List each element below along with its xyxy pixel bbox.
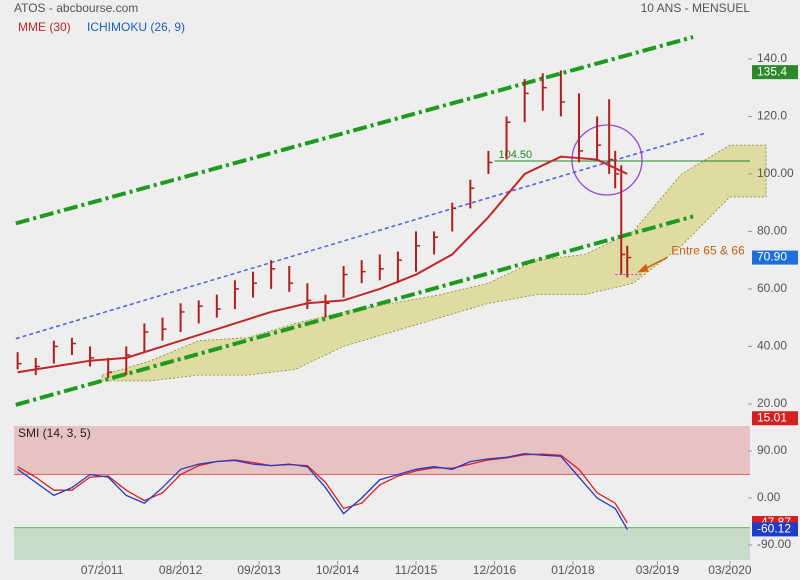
x-tick-label: 11/2015 bbox=[395, 563, 438, 577]
y-tick-label: 120.0 bbox=[757, 109, 787, 123]
x-tick-label: 08/2012 bbox=[159, 563, 203, 577]
chart-subtitle: 10 ANS - MENSUEL bbox=[641, 1, 751, 15]
trend-line bbox=[15, 132, 706, 340]
x-tick-label: 07/2011 bbox=[81, 563, 124, 577]
mme-line bbox=[17, 155, 628, 374]
y-tick-label: 140.0 bbox=[757, 51, 787, 65]
smi-line bbox=[17, 453, 628, 530]
price-marker bbox=[752, 411, 798, 426]
price-marker-label: 135.4 bbox=[757, 64, 787, 78]
price-marker-label: 15.01 bbox=[757, 410, 787, 424]
smi-marker bbox=[752, 522, 798, 537]
y-tick-label: 80.00 bbox=[757, 224, 787, 238]
trend-line bbox=[15, 214, 694, 407]
ichimoku-cloud bbox=[101, 144, 767, 382]
price-marker bbox=[752, 65, 798, 80]
arrow-head bbox=[637, 263, 649, 273]
y-tick-label: -90.00 bbox=[757, 537, 791, 551]
highlight-circle bbox=[571, 124, 643, 196]
price-marker bbox=[752, 250, 798, 265]
legend-mme: MME (30) bbox=[18, 20, 71, 34]
level-label: 104.50 bbox=[498, 149, 532, 161]
y-tick-label: 20.00 bbox=[757, 396, 787, 410]
y-tick-label: 40.00 bbox=[757, 339, 787, 353]
y-tick-label: 0.00 bbox=[757, 490, 781, 504]
y-tick-label: 60.00 bbox=[757, 281, 787, 295]
legend-ichimoku: ICHIMOKU (26, 9) bbox=[87, 20, 185, 34]
smi-marker-label: -60.12 bbox=[757, 522, 791, 536]
x-tick-label: 03/2020 bbox=[708, 563, 752, 577]
trend-line bbox=[15, 35, 694, 226]
chart-title: ATOS - abcbourse.com bbox=[14, 1, 138, 15]
smi-zone bbox=[14, 426, 750, 475]
x-tick-label: 09/2013 bbox=[237, 563, 281, 577]
smi-zone bbox=[14, 527, 750, 560]
annotation-text: Entre 65 & 66 bbox=[671, 244, 745, 258]
price-marker-label: 70.90 bbox=[757, 250, 787, 264]
x-tick-label: 01/2018 bbox=[551, 563, 595, 577]
y-tick-label: 90.00 bbox=[757, 443, 787, 457]
y-tick-label: 100.00 bbox=[757, 166, 794, 180]
x-tick-label: 10/2014 bbox=[316, 563, 360, 577]
smi-title: SMI (14, 3, 5) bbox=[18, 426, 91, 440]
x-tick-label: 03/2019 bbox=[636, 563, 680, 577]
x-tick-label: 12/2016 bbox=[473, 563, 517, 577]
